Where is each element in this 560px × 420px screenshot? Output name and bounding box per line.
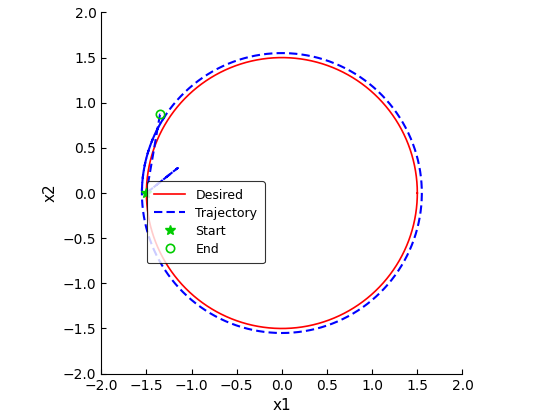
- Trajectory: [278, 50, 285, 55]
- Line: Trajectory: Trajectory: [142, 53, 422, 333]
- X-axis label: x1: x1: [273, 398, 291, 413]
- Desired: [311, 322, 318, 327]
- Trajectory: [143, 191, 150, 196]
- Legend: Desired, Trajectory, Start, End: Desired, Trajectory, Start, End: [147, 181, 265, 263]
- Desired: [143, 179, 150, 184]
- Desired: [278, 55, 285, 60]
- Trajectory: [148, 163, 155, 168]
- Desired: [278, 326, 285, 331]
- Trajectory: [144, 231, 151, 236]
- Desired: [412, 215, 418, 220]
- Trajectory: [279, 331, 286, 336]
- Trajectory: [371, 295, 378, 300]
- Desired: [407, 148, 414, 153]
- Desired: [414, 191, 421, 196]
- Trajectory: [405, 251, 412, 256]
- Desired: [147, 157, 154, 162]
- Trajectory: [151, 184, 158, 189]
- Trajectory: [373, 294, 380, 299]
- Line: Desired: Desired: [146, 58, 417, 328]
- Trajectory: [138, 191, 145, 196]
- Desired: [414, 191, 421, 196]
- Desired: [412, 214, 418, 219]
- Y-axis label: x2: x2: [42, 184, 57, 202]
